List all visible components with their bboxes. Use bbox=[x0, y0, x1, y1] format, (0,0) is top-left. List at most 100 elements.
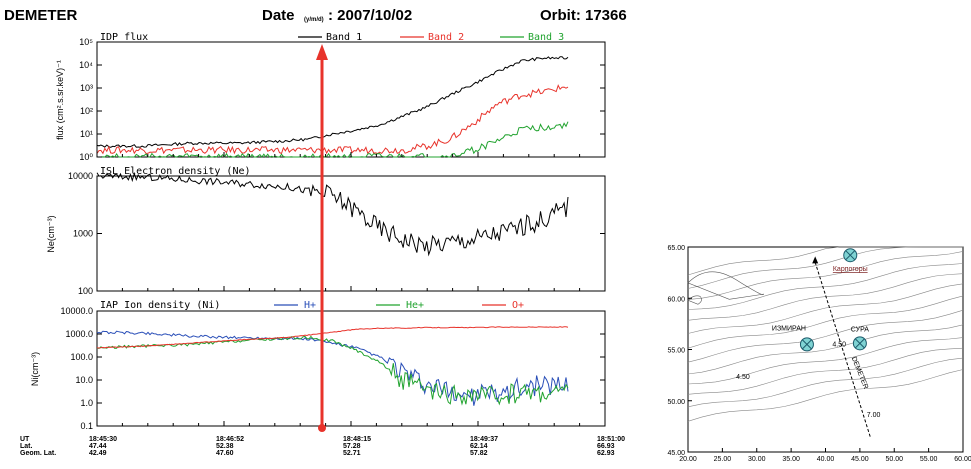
idp-ylabel: flux (cm².s.sr.keV)⁻¹ bbox=[55, 60, 65, 140]
isl-title: ISL Electron density (Ne) bbox=[100, 166, 251, 177]
series-line-band-1 bbox=[96, 56, 569, 148]
map-contour-line bbox=[687, 357, 964, 408]
x-row-label: Geom. Lat. bbox=[20, 450, 56, 457]
station-marker-cross bbox=[845, 250, 856, 261]
x-column-value: 57.28 bbox=[343, 443, 361, 450]
demeter-track bbox=[814, 262, 871, 437]
station-label: Карпогоры bbox=[833, 266, 868, 273]
y-tick-label: 100 bbox=[78, 286, 93, 296]
event-marker-dot bbox=[318, 424, 326, 432]
x-column-value: 47.44 bbox=[89, 443, 107, 450]
series-line-o- bbox=[96, 326, 569, 349]
map-x-tick-label: 45.00 bbox=[851, 456, 869, 463]
y-tick-label: 100.0 bbox=[70, 352, 93, 362]
map-contour-line bbox=[687, 251, 964, 300]
map-x-tick-label: 60.00 bbox=[954, 456, 971, 463]
station-label: ИЗМИРАН bbox=[772, 325, 806, 332]
series-line-he- bbox=[96, 335, 569, 406]
series-line-band-2 bbox=[96, 84, 569, 155]
legend-oplus: O+ bbox=[512, 300, 524, 311]
x-column-value: 18:51:00 bbox=[597, 436, 625, 443]
map-contour-label: 4.50 bbox=[832, 341, 846, 348]
map-ticks: 20.00 25.00 30.00 35.00 40.00 45.00 50.00 55.00… bbox=[667, 245, 971, 463]
x-column-value: 57.82 bbox=[470, 450, 488, 457]
y-tick-label: 10⁰ bbox=[79, 152, 93, 162]
mission-title: DEMETER bbox=[4, 7, 78, 24]
panel-idp-frame bbox=[96, 41, 606, 158]
y-tick-label: 10000.0 bbox=[60, 306, 93, 316]
y-tick-label: 10³ bbox=[80, 83, 93, 93]
map-contour-line bbox=[687, 295, 964, 349]
date-value: : 2007/10/02 bbox=[328, 7, 412, 24]
y-tick-label: 0.1 bbox=[80, 421, 93, 431]
date-label: Date bbox=[262, 7, 295, 24]
y-tick-label: 1000.0 bbox=[65, 329, 93, 339]
map-contour-line bbox=[687, 337, 964, 385]
event-marker-arrowhead bbox=[316, 44, 328, 60]
map-contour-line bbox=[687, 369, 964, 422]
map-x-tick-label: 40.00 bbox=[817, 456, 835, 463]
map-contour-label: 4.50 bbox=[736, 374, 750, 381]
map-x-tick-label: 20.00 bbox=[679, 456, 697, 463]
map-y-tick-label: 65.00 bbox=[667, 245, 685, 252]
panel-iap-frame bbox=[96, 310, 606, 427]
series-line-band-3 bbox=[97, 121, 569, 158]
iap-ylabel: Ni(cm⁻³) bbox=[30, 352, 40, 386]
map-contour-line bbox=[687, 324, 964, 375]
y-tick-label: 10000 bbox=[68, 171, 93, 181]
map-x-tick-label: 30.00 bbox=[748, 456, 766, 463]
legend-band2: Band 2 bbox=[428, 32, 464, 43]
panel-isl-frame bbox=[96, 175, 606, 292]
x-row-label: Lat. bbox=[20, 443, 33, 450]
y-tick-label: 10² bbox=[80, 106, 93, 116]
map-stations: Карпогоры ИЗМИРАН СУРА bbox=[772, 248, 869, 352]
x-row-label: UT bbox=[20, 436, 30, 443]
map-y-tick-label: 50.00 bbox=[667, 399, 685, 406]
map-x-tick-label: 25.00 bbox=[714, 456, 732, 463]
y-tick-label: 1000 bbox=[73, 229, 93, 239]
map-contour-line bbox=[687, 263, 964, 310]
series-line-h- bbox=[96, 330, 569, 406]
idp-title: IDP flux bbox=[100, 32, 148, 43]
legend-band3: Band 3 bbox=[528, 32, 564, 43]
map-frame bbox=[687, 246, 964, 453]
x-column-value: 18:46:52 bbox=[216, 436, 244, 443]
station-marker-cross bbox=[802, 339, 812, 350]
map-x-tick-label: 35.00 bbox=[782, 456, 800, 463]
map-x-tick-label: 55.00 bbox=[920, 456, 938, 463]
y-tick-label: 10¹ bbox=[80, 129, 93, 139]
map-contour-line bbox=[687, 347, 964, 395]
y-tick-label: 10.0 bbox=[75, 375, 93, 385]
x-column-value: 52.38 bbox=[216, 443, 234, 450]
isl-ylabel: Ne(cm⁻³) bbox=[46, 215, 56, 252]
map-coastline bbox=[687, 295, 702, 305]
x-column-value: 62.14 bbox=[470, 443, 488, 450]
map-contour-label: 7.00 bbox=[867, 412, 881, 419]
x-column-value: 18:48:15 bbox=[343, 436, 371, 443]
y-tick-label: 1.0 bbox=[80, 398, 93, 408]
y-tick-label: 10⁴ bbox=[79, 60, 93, 70]
x-column-value: 47.60 bbox=[216, 450, 234, 457]
x-column-value: 18:45:30 bbox=[89, 436, 117, 443]
map-y-tick-label: 60.00 bbox=[667, 296, 685, 303]
date-format: (y/m/d) bbox=[304, 17, 324, 23]
legend-hplus: H+ bbox=[304, 300, 316, 311]
map-x-tick-label: 50.00 bbox=[885, 456, 903, 463]
legend-band1: Band 1 bbox=[326, 32, 362, 43]
demeter-track-arrow bbox=[812, 256, 819, 264]
station-label: СУРА bbox=[851, 326, 869, 333]
plot-series-layer bbox=[96, 56, 569, 406]
x-column-value: 18:49:37 bbox=[470, 436, 498, 443]
map-contour-line bbox=[687, 283, 964, 334]
map-coastline bbox=[687, 271, 764, 300]
station-marker-cross bbox=[855, 338, 865, 349]
x-column-value: 62.93 bbox=[597, 450, 615, 457]
legend-heplus: He+ bbox=[406, 300, 424, 311]
map-contour-line bbox=[687, 246, 963, 276]
y-tick-label: 10⁵ bbox=[79, 37, 93, 47]
iap-title: IAP Ion density (Ni) bbox=[100, 300, 220, 311]
